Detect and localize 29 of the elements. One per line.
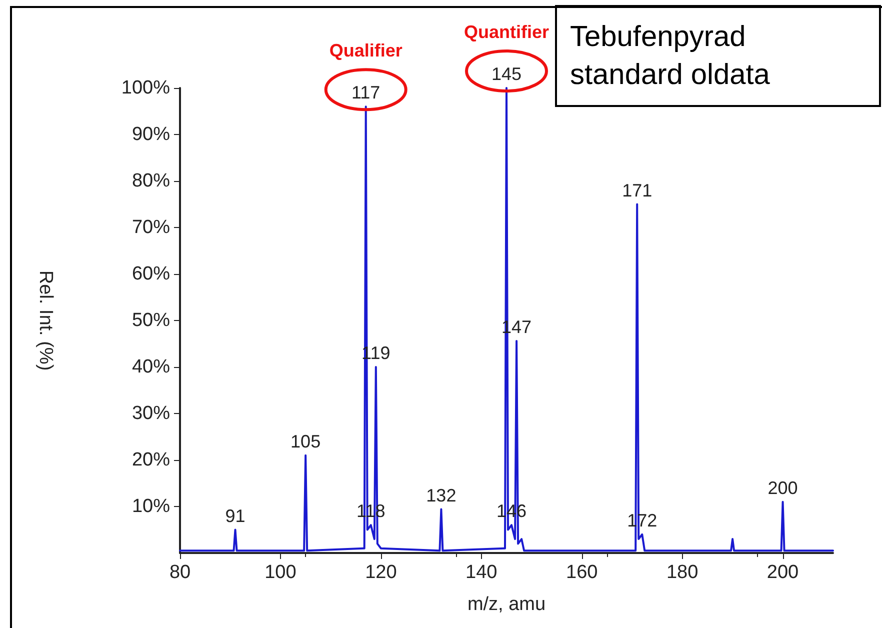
- x-axis-title: m/z, amu: [467, 594, 546, 615]
- y-tick-label: 20%: [132, 450, 170, 470]
- y-tick-label: 10%: [132, 496, 170, 517]
- chart-title: Tebufenpyrad standard oldata: [570, 21, 771, 91]
- x-tick-label: 80: [169, 562, 191, 583]
- y-tick-label: 80%: [132, 170, 170, 192]
- annotation: Qualifier: [329, 40, 402, 61]
- annotation: 91: [225, 506, 246, 526]
- x-tick-label: 100: [264, 562, 296, 583]
- y-tick-label: 50%: [132, 310, 170, 331]
- annotation: Quantifier: [464, 22, 550, 42]
- y-tick-label: 70%: [132, 217, 170, 238]
- y-axis-title: Rel. Int. (%): [35, 270, 56, 371]
- annotation: 171: [622, 180, 652, 200]
- x-tick-label: 200: [766, 562, 799, 583]
- x-tick-label: 160: [566, 562, 598, 583]
- annotation: 117: [352, 82, 380, 103]
- annotation: 145: [491, 64, 522, 84]
- x-tick-label: 180: [666, 562, 698, 583]
- x-tick-label: 140: [466, 562, 498, 583]
- annotation: 200: [768, 478, 798, 498]
- y-tick-label: 60%: [132, 264, 170, 284]
- annotation: 132: [426, 485, 456, 506]
- y-tick-label: 100%: [121, 78, 170, 98]
- y-tick-label: 40%: [132, 356, 170, 378]
- y-tick-label: 90%: [132, 124, 170, 145]
- x-tick-label: 120: [365, 562, 397, 583]
- annotation: 105: [290, 431, 321, 452]
- y-tick-label: 30%: [132, 403, 170, 424]
